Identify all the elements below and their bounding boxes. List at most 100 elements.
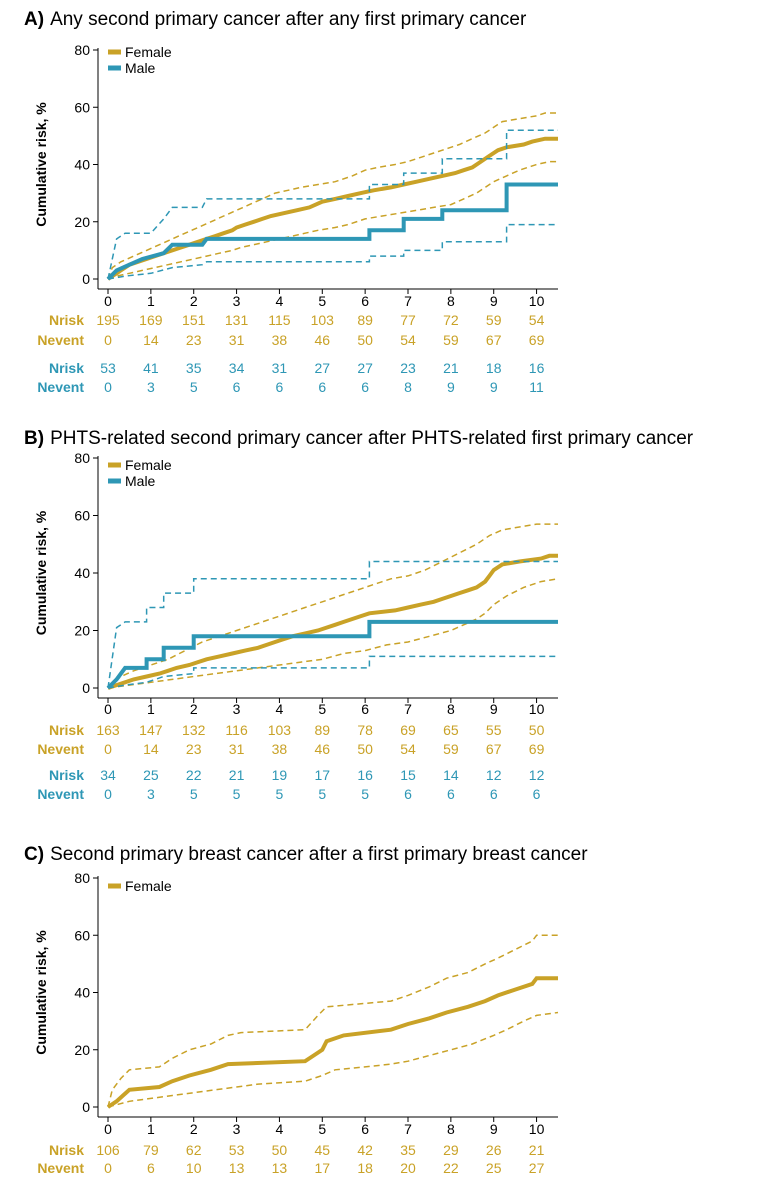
panel-label: B) [24,428,44,449]
nrisk-value: 103 [311,312,335,328]
nevent-value: 67 [486,741,502,757]
nrisk-value: 77 [400,312,416,328]
nevent-value: 8 [404,379,412,395]
panel-title-text: PHTS-related second primary cancer after… [50,428,694,449]
nrisk-value: 34 [229,360,245,376]
y-tick-label: 60 [74,99,90,115]
x-tick-label: 4 [276,701,284,717]
y-tick-label: 0 [82,271,90,287]
y-tick-label: 80 [74,870,90,886]
x-tick-label: 8 [447,701,455,717]
x-tick-label: 0 [104,293,112,309]
nevent-value: 6 [318,379,326,395]
male-ci-upper [107,560,558,689]
nevent-row-label: Nevent [37,1160,84,1176]
nrisk-value: 25 [143,767,159,783]
nevent-row-label: Nevent [37,786,84,802]
x-tick-label: 0 [104,1121,112,1137]
nevent-value: 3 [147,379,155,395]
nrisk-value: 115 [268,312,291,328]
nevent-value: 0 [104,332,112,348]
nevent-row-label: Nevent [37,332,84,348]
nrisk-row-label: Nrisk [49,312,84,328]
nevent-value: 50 [357,741,373,757]
y-tick-label: 40 [74,985,90,1001]
x-tick-label: 7 [404,1121,412,1137]
panel-label: A) [24,9,44,30]
nrisk-value: 29 [443,1142,459,1158]
nrisk-value: 21 [529,1142,545,1158]
female-ci-upper [107,934,558,1108]
x-tick-label: 10 [529,701,545,717]
x-tick-label: 6 [361,1121,369,1137]
nrisk-value: 22 [186,767,202,783]
nevent-value: 5 [361,786,369,802]
nevent-row-label: Nevent [37,379,84,395]
panel-title-text: Any second primary cancer after any firs… [50,9,527,30]
nevent-row-label: Nevent [37,741,84,757]
nevent-value: 59 [443,741,459,757]
nrisk-value: 79 [143,1142,159,1158]
female-ci-lower [107,1011,559,1108]
nevent-value: 17 [314,1160,330,1176]
x-tick-label: 5 [318,1121,326,1137]
x-tick-label: 6 [361,293,369,309]
nrisk-value: 169 [139,312,163,328]
x-tick-label: 0 [104,701,112,717]
nrisk-value: 35 [186,360,202,376]
nevent-value: 5 [233,786,241,802]
nevent-value: 0 [104,741,112,757]
nrisk-value: 195 [96,312,120,328]
nrisk-row-label: Nrisk [49,360,84,376]
nrisk-row-label: Nrisk [49,767,84,783]
nevent-value: 54 [400,741,416,757]
nevent-value: 6 [361,379,369,395]
nrisk-value: 69 [400,722,416,738]
nrisk-value: 21 [443,360,459,376]
male-ci-lower [107,655,558,689]
nrisk-value: 163 [96,722,120,738]
y-tick-label: 20 [74,1042,90,1058]
nrisk-value: 50 [272,1142,288,1158]
nrisk-value: 132 [182,722,206,738]
x-tick-label: 5 [318,701,326,717]
nrisk-value: 53 [100,360,116,376]
y-tick-label: 40 [74,157,90,173]
x-tick-label: 2 [190,701,198,717]
legend-label: Female [125,878,172,894]
x-tick-label: 10 [529,1121,545,1137]
x-tick-label: 1 [147,1121,155,1137]
nrisk-value: 14 [443,767,459,783]
nrisk-value: 42 [357,1142,373,1158]
nrisk-value: 62 [186,1142,202,1158]
y-axis-label: Cumulative risk, % [33,930,49,1055]
male-ci-upper [107,129,558,280]
y-tick-label: 60 [74,508,90,524]
nrisk-value: 54 [529,312,545,328]
nevent-value: 0 [104,1160,112,1176]
x-tick-label: 9 [490,293,498,309]
nrisk-value: 16 [529,360,545,376]
y-tick-label: 0 [82,1099,90,1115]
nrisk-value: 106 [96,1142,120,1158]
x-tick-label: 3 [233,1121,241,1137]
nevent-value: 69 [529,332,545,348]
y-tick-label: 60 [74,927,90,943]
nrisk-value: 18 [486,360,502,376]
nevent-value: 6 [447,786,455,802]
nevent-value: 46 [314,332,330,348]
nrisk-value: 103 [268,722,292,738]
x-tick-label: 1 [147,293,155,309]
nrisk-value: 41 [143,360,159,376]
nevent-value: 59 [443,332,459,348]
nevent-value: 22 [443,1160,459,1176]
nevent-value: 13 [229,1160,245,1176]
nevent-value: 20 [400,1160,416,1176]
nrisk-value: 26 [486,1142,502,1158]
nevent-value: 18 [357,1160,373,1176]
x-tick-label: 5 [318,293,326,309]
nevent-value: 0 [104,786,112,802]
nevent-value: 50 [357,332,373,348]
nevent-value: 38 [272,741,288,757]
